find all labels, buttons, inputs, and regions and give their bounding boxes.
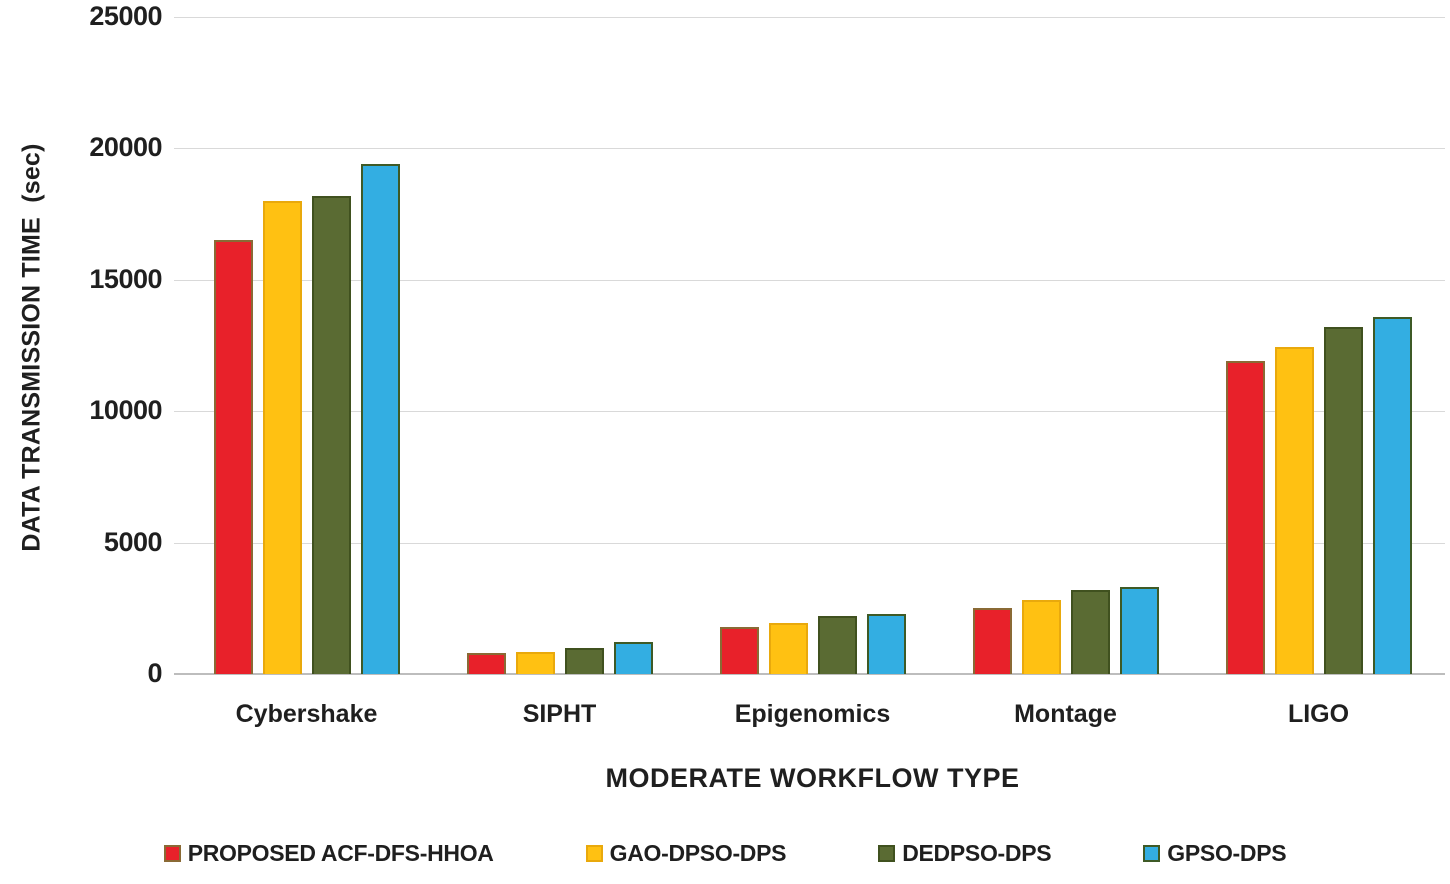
legend-item: GPSO-DPS xyxy=(1143,840,1287,867)
legend-label: GPSO-DPS xyxy=(1167,840,1287,866)
bar-group-sipht xyxy=(466,642,653,674)
y-tick-label: 5000 xyxy=(103,526,163,557)
bar xyxy=(1372,317,1412,674)
legend-label: GAO-DPSO-DPS xyxy=(609,840,787,866)
y-tick-label: 0 xyxy=(147,658,162,688)
gridline xyxy=(174,411,1445,413)
bar xyxy=(613,642,653,674)
legend-label: PROPOSED ACF-DFS-HHOA xyxy=(187,840,494,866)
bar xyxy=(466,653,506,674)
bar xyxy=(1323,327,1363,674)
bar xyxy=(719,627,759,674)
bar-group-ligo xyxy=(1225,317,1412,674)
bar xyxy=(768,623,808,674)
bar-group-montage xyxy=(972,587,1159,674)
bar xyxy=(817,616,857,674)
plot-area xyxy=(174,17,1445,675)
bar xyxy=(1021,600,1061,674)
legend: PROPOSED ACF-DFS-HHOA GAO-DPSO-DPS DEDPSO-… xyxy=(0,840,1450,867)
x-category-label: Epigenomics xyxy=(734,700,891,728)
x-category-label: Montage xyxy=(1014,700,1117,728)
bar-group-epigenomics xyxy=(719,614,906,674)
bar xyxy=(360,164,400,674)
legend-item: PROPOSED ACF-DFS-HHOA xyxy=(163,840,494,867)
gridline xyxy=(174,542,1445,544)
bar xyxy=(1070,590,1110,674)
legend-swatch xyxy=(1143,845,1161,862)
bar xyxy=(564,648,604,674)
gridline xyxy=(174,17,1445,18)
legend-swatch xyxy=(585,845,603,862)
x-axis-title: MODERATE WORKFLOW TYPE xyxy=(605,763,1020,793)
x-category-label: Cybershake xyxy=(235,700,378,728)
legend-item: DEDPSO-DPS xyxy=(878,840,1052,867)
y-tick-label: 20000 xyxy=(89,132,162,163)
x-category-label: LIGO xyxy=(1287,700,1350,728)
y-tick-label: 15000 xyxy=(89,263,162,294)
bar xyxy=(515,652,555,674)
x-axis-line xyxy=(174,673,1445,675)
bar xyxy=(1225,361,1265,674)
x-category-label: SIPHT xyxy=(522,700,597,728)
gridline xyxy=(174,148,1445,150)
y-tick-label: 10000 xyxy=(89,395,162,426)
bar xyxy=(1274,347,1314,674)
legend-swatch xyxy=(163,845,181,862)
bar-group-cybershake xyxy=(213,164,400,674)
bar xyxy=(213,240,253,674)
y-axis-tick-labels: 0 5000 10000 15000 20000 25000 xyxy=(0,0,162,884)
legend-swatch xyxy=(878,845,896,862)
gridline xyxy=(174,279,1445,281)
y-tick-label: 25000 xyxy=(89,1,162,31)
bar xyxy=(311,196,351,674)
bar xyxy=(262,201,302,674)
legend-label: DEDPSO-DPS xyxy=(902,840,1052,866)
legend-item: GAO-DPSO-DPS xyxy=(585,840,787,867)
bar xyxy=(1119,587,1159,674)
bar xyxy=(972,608,1012,674)
bar xyxy=(866,614,906,674)
